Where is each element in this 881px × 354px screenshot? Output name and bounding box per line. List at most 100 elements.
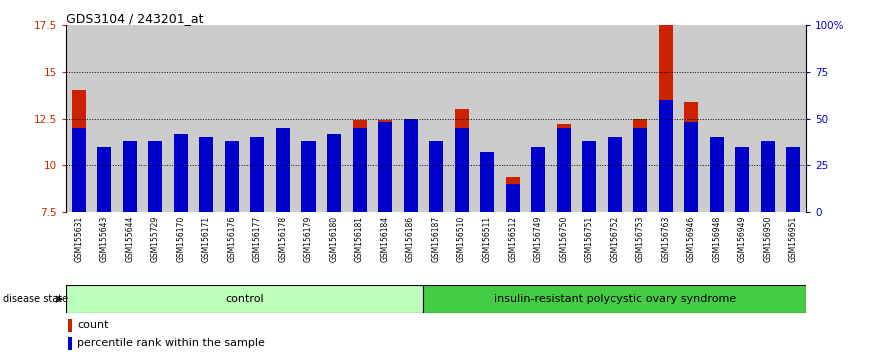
Text: GSM155643: GSM155643 xyxy=(100,216,109,262)
Bar xyxy=(122,158,137,212)
Text: GSM156950: GSM156950 xyxy=(763,216,773,262)
Bar xyxy=(448,25,474,212)
Bar xyxy=(787,175,800,212)
Bar xyxy=(710,156,724,212)
Bar xyxy=(429,141,443,212)
Bar xyxy=(347,25,373,212)
Bar xyxy=(531,186,545,212)
Bar xyxy=(148,165,162,212)
Bar xyxy=(531,147,545,212)
Bar xyxy=(506,184,520,212)
Text: GSM156951: GSM156951 xyxy=(788,216,798,262)
Bar xyxy=(653,25,678,212)
Text: GSM156763: GSM156763 xyxy=(662,216,670,262)
Bar xyxy=(378,122,392,212)
Bar xyxy=(199,152,213,212)
Bar xyxy=(506,177,520,212)
Text: GSM156946: GSM156946 xyxy=(687,216,696,262)
Bar xyxy=(602,25,627,212)
Bar xyxy=(245,25,270,212)
Bar xyxy=(72,128,85,212)
Text: GSM156179: GSM156179 xyxy=(304,216,313,262)
Bar xyxy=(168,25,194,212)
Text: GSM155644: GSM155644 xyxy=(125,216,135,262)
Text: GSM156171: GSM156171 xyxy=(202,216,211,262)
Bar xyxy=(781,25,806,212)
Bar xyxy=(250,152,264,212)
Text: GSM155631: GSM155631 xyxy=(74,216,84,262)
Bar xyxy=(525,25,551,212)
Bar xyxy=(551,25,576,212)
Bar xyxy=(301,141,315,212)
Bar xyxy=(97,147,111,212)
Bar xyxy=(755,25,781,212)
Bar xyxy=(276,128,290,212)
Bar xyxy=(194,25,219,212)
Text: GSM156181: GSM156181 xyxy=(355,216,364,262)
Bar xyxy=(403,124,418,212)
Bar xyxy=(322,25,347,212)
Bar xyxy=(633,128,648,212)
Text: control: control xyxy=(226,294,264,304)
Text: count: count xyxy=(78,320,108,330)
Bar xyxy=(582,167,596,212)
Bar xyxy=(276,128,290,212)
Bar xyxy=(398,25,424,212)
Bar xyxy=(729,25,755,212)
Bar xyxy=(122,141,137,212)
Bar xyxy=(92,25,117,212)
Bar xyxy=(373,25,398,212)
Text: GSM156184: GSM156184 xyxy=(381,216,389,262)
Bar xyxy=(424,285,806,313)
Bar xyxy=(787,147,800,212)
Text: GSM156753: GSM156753 xyxy=(636,216,645,262)
Text: GSM156187: GSM156187 xyxy=(432,216,440,262)
Text: GSM156178: GSM156178 xyxy=(278,216,287,262)
Bar xyxy=(480,205,494,212)
Bar xyxy=(174,145,188,212)
Bar xyxy=(557,128,571,212)
Bar xyxy=(72,90,85,212)
Text: GSM156180: GSM156180 xyxy=(329,216,338,262)
Text: GSM156511: GSM156511 xyxy=(483,216,492,262)
Bar xyxy=(761,141,775,212)
Bar xyxy=(710,137,724,212)
Bar xyxy=(174,133,188,212)
Text: GSM156749: GSM156749 xyxy=(534,216,543,262)
Text: GSM156177: GSM156177 xyxy=(253,216,262,262)
Bar xyxy=(685,102,699,212)
Text: GDS3104 / 243201_at: GDS3104 / 243201_at xyxy=(66,12,204,25)
Bar xyxy=(352,120,366,212)
Text: disease state: disease state xyxy=(4,294,69,304)
Bar xyxy=(480,152,494,212)
Bar xyxy=(576,25,602,212)
Bar xyxy=(736,147,750,212)
Bar xyxy=(736,184,750,212)
Bar xyxy=(378,120,392,212)
Bar xyxy=(500,25,525,212)
Text: GSM156186: GSM156186 xyxy=(406,216,415,262)
Text: GSM156510: GSM156510 xyxy=(457,216,466,262)
Text: GSM155729: GSM155729 xyxy=(151,216,159,262)
Bar xyxy=(557,124,571,212)
Text: GSM156170: GSM156170 xyxy=(176,216,185,262)
Bar xyxy=(199,137,213,212)
Text: GSM156752: GSM156752 xyxy=(611,216,619,262)
Bar xyxy=(327,133,341,212)
Text: GSM156751: GSM156751 xyxy=(585,216,594,262)
Bar xyxy=(659,100,673,212)
Bar xyxy=(117,25,143,212)
Bar xyxy=(250,137,264,212)
Bar xyxy=(225,141,239,212)
Bar xyxy=(474,25,500,212)
Bar xyxy=(225,164,239,212)
Bar xyxy=(455,128,469,212)
Bar xyxy=(608,139,622,212)
Bar xyxy=(327,136,341,212)
Text: GSM156949: GSM156949 xyxy=(737,216,747,262)
Bar xyxy=(678,25,704,212)
Bar xyxy=(66,285,424,313)
Bar xyxy=(685,122,699,212)
Bar xyxy=(68,337,72,350)
Bar xyxy=(633,119,648,212)
